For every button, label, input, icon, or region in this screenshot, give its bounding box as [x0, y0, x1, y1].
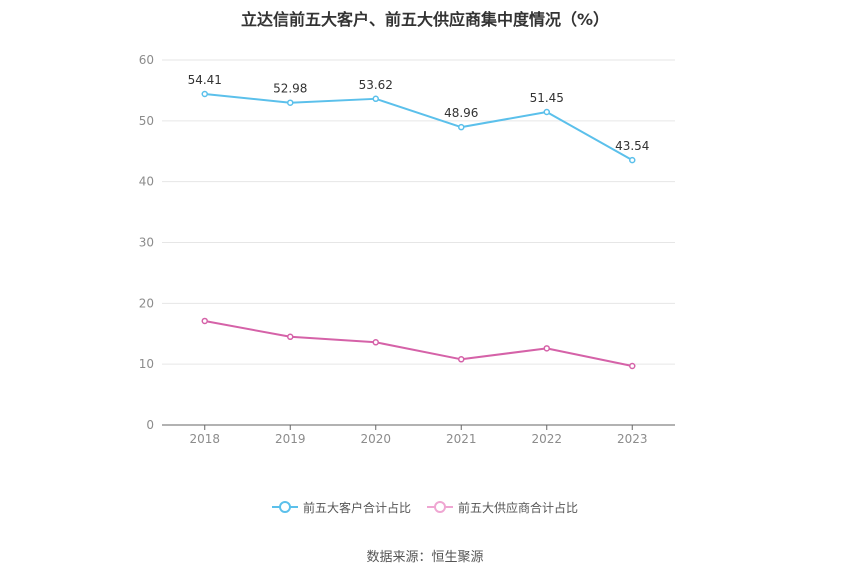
data-point-1-2020	[372, 339, 379, 346]
data-point-0-2018	[201, 90, 208, 98]
y-tick-label-20: 20	[139, 296, 154, 310]
chart-title: 立达信前五大客户、前五大供应商集中度情况（%）	[240, 10, 610, 29]
x-tick-label-2021: 2021	[446, 432, 477, 446]
legend-label-suppliers: 前五大供应商合计占比	[458, 500, 579, 515]
data-label-0-2020: 53.62	[359, 78, 393, 92]
series-line-0	[204, 93, 633, 162]
legend-label-customers: 前五大客户合计占比	[302, 500, 411, 515]
legend-item-suppliers[interactable]: 前五大供应商合计占比	[427, 499, 578, 516]
data-point-1-2021	[458, 356, 465, 363]
y-tick-label-0: 0	[146, 418, 154, 432]
data-point-0-2020	[372, 95, 379, 103]
data-point-1-2023	[629, 362, 636, 370]
y-tick-label-60: 60	[139, 53, 154, 67]
x-tick-label-2023: 2023	[617, 432, 648, 446]
x-tick-label-2020: 2020	[360, 432, 391, 446]
series-line-1	[204, 319, 633, 367]
x-tick-label-2018: 2018	[189, 432, 220, 446]
legend: 前五大客户合计占比 前五大供应商合计占比	[0, 497, 850, 517]
data-point-0-2019	[287, 99, 294, 106]
y-tick-label-10: 10	[139, 357, 154, 371]
data-label-0-2022: 51.45	[530, 91, 564, 105]
data-point-1-2022	[543, 345, 550, 352]
x-tick-label-2022: 2022	[531, 432, 562, 446]
legend-item-customers[interactable]: 前五大客户合计占比	[271, 499, 411, 516]
data-label-0-2023: 43.54	[615, 139, 649, 153]
data-source-note: 数据来源：恒生聚源	[366, 550, 484, 565]
data-label-0-2021: 48.96	[444, 106, 478, 120]
y-tick-label-40: 40	[139, 175, 154, 189]
data-point-0-2022	[543, 108, 550, 116]
legend-marker-customers-icon	[271, 501, 298, 513]
data-point-0-2023	[629, 156, 636, 164]
x-tick-label-2019: 2019	[275, 432, 306, 446]
legend-marker-suppliers-icon	[427, 501, 453, 513]
y-tick-label-30: 30	[139, 236, 154, 250]
y-tick-label-50: 50	[139, 114, 154, 128]
data-label-0-2018: 54.41	[188, 73, 222, 87]
data-label-0-2019: 52.98	[273, 82, 307, 96]
data-point-1-2018	[201, 317, 208, 325]
data-point-1-2019	[287, 333, 294, 341]
data-point-0-2021	[458, 123, 465, 131]
